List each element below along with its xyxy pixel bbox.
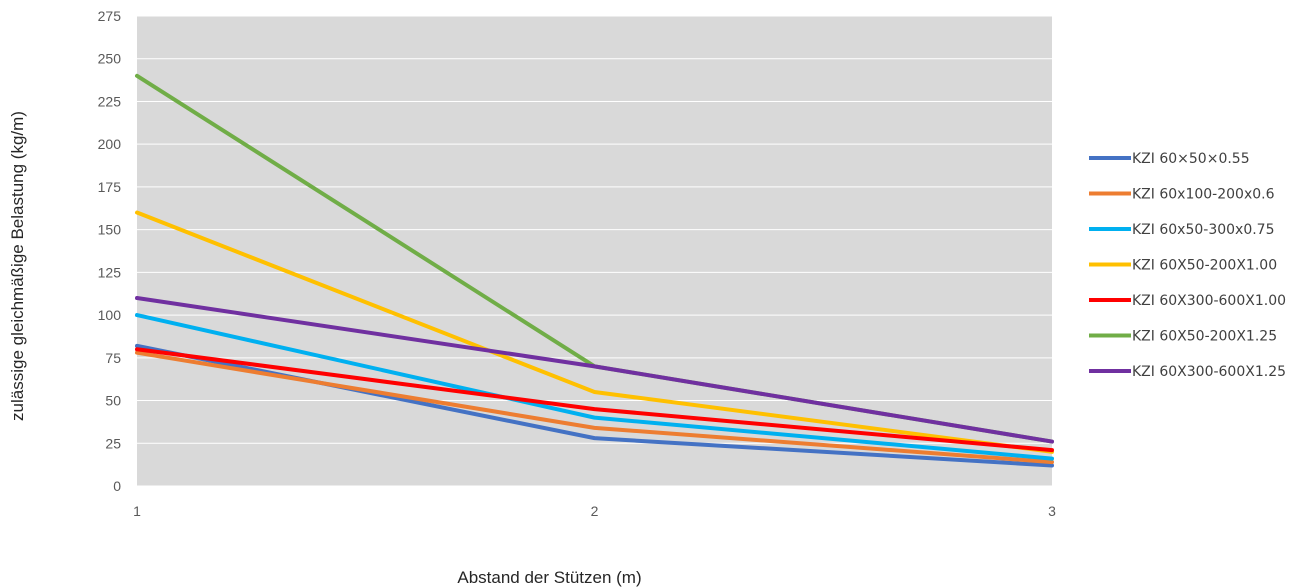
series-lines (135, 73, 1054, 468)
series-line (135, 350, 1054, 465)
legend-label: KZI 60X50-200X1.00 (1132, 258, 1277, 274)
y-tick-label: 175 (98, 179, 122, 195)
y-tick-label: 25 (105, 435, 121, 451)
x-axis-title: Abstand der Stützen (m) (457, 568, 641, 587)
y-tick-label: 50 (105, 393, 121, 409)
y-tick-label: 150 (98, 222, 122, 238)
series-line (135, 313, 1054, 461)
legend: KZI 60×50×0.55 KZI 60x100-200x0.6 KZI 60x5… (1089, 151, 1286, 380)
y-tick-label: 125 (98, 264, 122, 280)
legend-item: KZI 60X50-200X1.00 (1089, 258, 1277, 274)
y-axis-title: zulässige gleichmäßige Belastung (kg/m) (8, 111, 27, 421)
series-line (135, 296, 1054, 444)
x-tick-label: 2 (591, 503, 599, 519)
y-tick-label: 250 (98, 51, 122, 67)
legend-label: KZI 60x50-300x0.75 (1132, 222, 1275, 238)
legend-label: KZI 60X300-600X1.00 (1132, 293, 1286, 309)
legend-item: KZI 60X300-600X1.00 (1089, 293, 1286, 309)
y-tick-label: 0 (113, 478, 121, 494)
y-tick-label: 200 (98, 136, 122, 152)
legend-label: KZI 60X300-600X1.25 (1132, 364, 1286, 380)
x-tick-label: 3 (1048, 503, 1056, 519)
legend-item: KZI 60X50-200X1.25 (1089, 329, 1277, 345)
plot-area (137, 16, 1052, 486)
legend-item: KZI 60x100-200x0.6 (1089, 187, 1275, 203)
series-line (135, 347, 1054, 453)
x-tick-label: 1 (133, 503, 141, 519)
y-tick-label: 75 (105, 350, 121, 366)
legend-label: KZI 60X50-200X1.25 (1132, 329, 1277, 345)
y-tick-label: 275 (98, 8, 122, 24)
legend-item: KZI 60X300-600X1.25 (1089, 364, 1286, 380)
legend-item: KZI 60×50×0.55 (1089, 151, 1250, 167)
series-line (135, 210, 1054, 454)
legend-label: KZI 60×50×0.55 (1132, 151, 1250, 167)
y-axis-ticks: 0 25 50 75 100 125 150 175 200 225 250 275 (98, 8, 122, 494)
legend-label: KZI 60x100-200x0.6 (1132, 187, 1275, 203)
legend-item: KZI 60x50-300x0.75 (1089, 222, 1275, 238)
x-axis-ticks: 1 2 3 (133, 503, 1056, 519)
y-tick-label: 100 (98, 307, 122, 323)
y-tick-label: 225 (98, 93, 122, 109)
